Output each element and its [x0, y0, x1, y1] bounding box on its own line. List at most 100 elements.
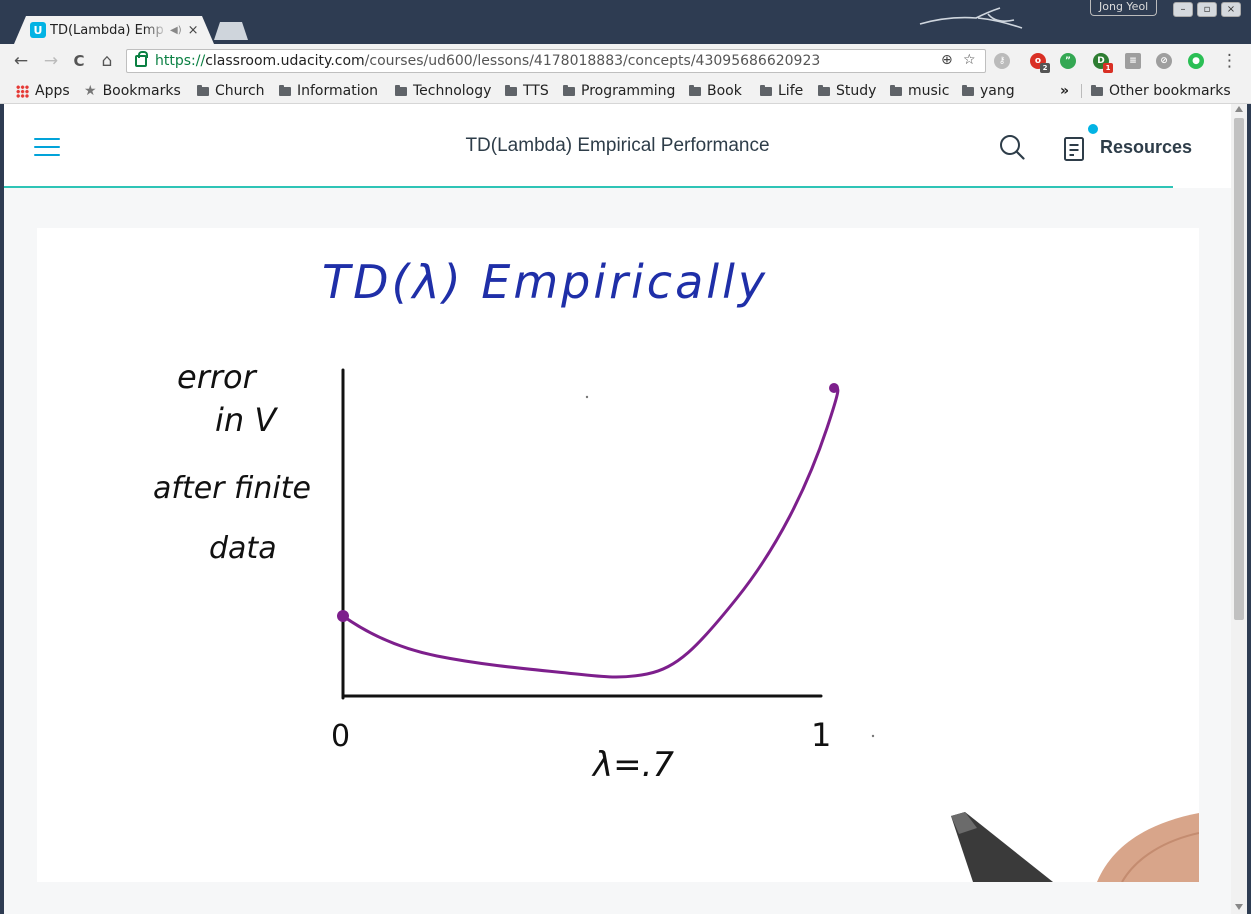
bookmark-folder-label: Life	[778, 83, 804, 99]
extension-badge: 1	[1103, 63, 1113, 73]
folder-icon	[505, 84, 517, 96]
bookmark-folder-life[interactable]: Life	[760, 81, 803, 101]
bookmark-other-label: Other bookmarks	[1109, 83, 1231, 99]
bookmark-folder-book[interactable]: Book	[689, 81, 742, 101]
lesson-video[interactable]: TD(λ) Empirically error in V after finit…	[37, 228, 1199, 882]
udacity-favicon-icon: U	[30, 22, 46, 38]
extension-quote-icon[interactable]: ”	[1060, 53, 1076, 69]
menu-hamburger-icon[interactable]	[34, 138, 60, 156]
url-text[interactable]: https://classroom.udacity.com/courses/ud…	[155, 53, 820, 69]
window-user-badge[interactable]: Jong Yeol	[1090, 0, 1158, 16]
folder-icon	[279, 84, 291, 96]
folder-icon	[563, 84, 575, 96]
browser-tab-active[interactable]: U TD(Lambda) Emp ◀︎) ×	[14, 16, 214, 44]
extension-green-icon[interactable]: ●	[1188, 53, 1204, 69]
whiteboard-drawing: TD(λ) Empirically error in V after finit…	[153, 255, 1199, 882]
resources-notification-dot	[1086, 122, 1100, 136]
bookmark-folder-label: Programming	[581, 83, 676, 99]
browser-toolbar: ← → C ⌂ https://classroom.udacity.com/co…	[0, 44, 1251, 78]
lesson-title: TD(Lambda) Empirical Performance	[465, 135, 770, 156]
bookmark-bookmarks-label: Bookmarks	[102, 83, 181, 99]
bookmark-other[interactable]: Other bookmarks	[1091, 81, 1231, 101]
bookmarks-overflow-button[interactable]: »	[1060, 83, 1070, 99]
bird-decoration-icon	[919, 7, 1023, 29]
bookmark-folder-programming[interactable]: Programming	[563, 81, 675, 101]
folder-icon	[890, 84, 902, 96]
star-icon: ★	[84, 83, 97, 99]
bookmark-folder-label: TTS	[523, 83, 549, 99]
home-button[interactable]: ⌂	[101, 51, 113, 71]
curve-start-point	[337, 610, 349, 622]
browser-titlebar: U TD(Lambda) Emp ◀︎) × Jong Yeol – ▫ ×	[0, 0, 1251, 44]
bookmark-folder-technology[interactable]: Technology	[395, 81, 491, 101]
ylabel-line-4: data	[209, 531, 277, 566]
folder-icon	[197, 84, 209, 96]
site-header: TD(Lambda) Empirical Performance Resourc…	[4, 104, 1231, 188]
browser-menu-icon[interactable]: ⋮	[1221, 51, 1238, 71]
url-scheme: https://	[155, 53, 206, 69]
speck-mark	[585, 395, 589, 399]
bookmark-folder-study[interactable]: Study	[818, 81, 876, 101]
search-icon[interactable]	[999, 134, 1025, 160]
extension-list-icon[interactable]: ≡	[1125, 53, 1141, 69]
tab-close-button[interactable]: ×	[187, 22, 199, 38]
window-close-button[interactable]: ×	[1221, 2, 1241, 17]
speaker-icon[interactable]: ◀︎)	[170, 24, 182, 36]
hand-shade	[1121, 832, 1199, 882]
lock-icon	[135, 51, 148, 67]
bookmark-apps-label: Apps	[35, 83, 70, 99]
ylabel-line-1: error	[177, 358, 258, 396]
bookmark-folder-label: Information	[297, 83, 379, 99]
bookmark-folder-label: Study	[836, 83, 877, 99]
x-start-label: 0	[331, 719, 350, 754]
folder-icon	[689, 84, 701, 96]
speck-mark	[871, 734, 875, 738]
forward-button[interactable]: →	[43, 51, 59, 71]
window-maximize-button[interactable]: ▫	[1197, 2, 1217, 17]
url-path: /courses/ud600/lessons/4178018883/concep…	[364, 53, 821, 69]
lesson-progress-fill	[4, 186, 1174, 188]
bookmark-folder-label: Church	[215, 83, 265, 99]
bookmark-folder-church[interactable]: Church	[197, 81, 265, 101]
pen-icon	[951, 812, 1053, 882]
extension-compass-icon[interactable]: ⊘	[1156, 53, 1172, 69]
back-button[interactable]: ←	[13, 51, 29, 71]
extension-key-icon[interactable]: ⚷	[994, 53, 1010, 69]
scrollbar-thumb[interactable]	[1234, 118, 1244, 620]
page-viewport: TD(Lambda) Empirical Performance Resourc…	[4, 104, 1231, 914]
folder-icon	[818, 84, 830, 96]
resources-button[interactable]: Resources	[1064, 131, 1192, 163]
address-bar[interactable]: https://classroom.udacity.com/courses/ud…	[126, 49, 986, 73]
folder-icon	[962, 84, 974, 96]
bookmark-folder-yang[interactable]: yang	[962, 81, 1015, 101]
page-scrollbar[interactable]	[1231, 104, 1247, 914]
url-host: classroom.udacity.com	[205, 53, 365, 69]
tab-title: TD(Lambda) Emp	[50, 22, 164, 38]
scroll-up-arrow-icon[interactable]	[1235, 106, 1243, 112]
lesson-progress-bar	[4, 186, 1231, 188]
new-tab-button[interactable]	[214, 22, 248, 40]
curve-end-point	[829, 383, 839, 393]
video-heading: TD(λ) Empirically	[322, 255, 768, 309]
bookmarks-divider	[1081, 84, 1082, 98]
bookmark-folder-music[interactable]: music	[890, 81, 949, 101]
bookmark-folder-label: Book	[707, 83, 742, 99]
window-minimize-button[interactable]: –	[1173, 2, 1193, 17]
scroll-down-arrow-icon[interactable]	[1235, 904, 1243, 910]
bookmark-folder-label: music	[908, 83, 950, 99]
bookmark-folder-information[interactable]: Information	[279, 81, 378, 101]
lambda-annotation: λ=.7	[591, 745, 674, 785]
extension-badge: 2	[1040, 63, 1050, 73]
hand-shape	[1097, 813, 1199, 882]
reload-button[interactable]: C	[73, 52, 85, 70]
bookmark-bookmarks[interactable]: ★ Bookmarks	[84, 81, 181, 101]
bookmark-apps[interactable]: Apps	[16, 81, 70, 101]
window-left-border	[0, 104, 4, 914]
folder-icon	[395, 84, 407, 96]
bookmark-star-icon[interactable]: ☆	[963, 52, 976, 68]
pen-tip	[951, 812, 977, 834]
bookmark-folder-tts[interactable]: TTS	[505, 81, 549, 101]
zoom-icon[interactable]: ⊕	[941, 52, 953, 68]
